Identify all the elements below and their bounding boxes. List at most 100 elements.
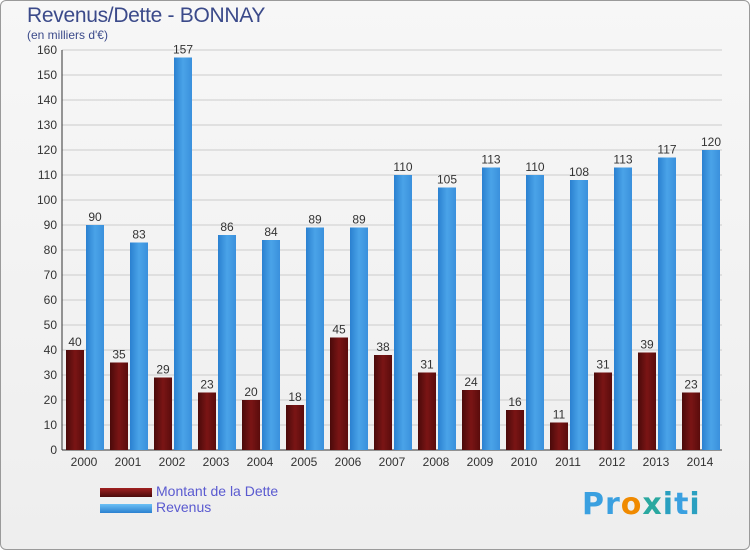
bar-debt-2002	[154, 377, 172, 450]
y-tick-label: 110	[38, 168, 57, 182]
x-tick-label-2000: 2000	[71, 455, 98, 469]
data-label-revenue-2013: 117	[657, 143, 676, 157]
data-label-debt-2009: 24	[464, 375, 478, 389]
data-label-revenue-2010: 110	[525, 160, 544, 174]
x-tick-label-2009: 2009	[467, 455, 494, 469]
x-tick-label-2011: 2011	[555, 455, 581, 469]
data-label-revenue-2005: 89	[308, 213, 322, 227]
bar-revenue-2006	[350, 227, 368, 450]
y-tick-label: 150	[37, 68, 57, 82]
data-label-debt-2008: 31	[420, 358, 434, 372]
data-label-revenue-2012: 113	[613, 153, 632, 167]
data-label-debt-2003: 23	[200, 378, 214, 392]
y-tick-label: 0	[50, 443, 57, 457]
bar-revenue-2011	[570, 180, 588, 450]
y-tick-label: 100	[37, 193, 57, 207]
x-tick-label-2004: 2004	[247, 455, 274, 469]
bar-revenue-2008	[438, 187, 456, 450]
proxiti-logo: Proxiti	[582, 487, 701, 522]
data-label-revenue-2004: 84	[264, 225, 278, 239]
bar-revenue-2013	[658, 157, 676, 450]
y-tick-label: 60	[44, 293, 58, 307]
data-label-revenue-2002: 157	[173, 43, 193, 57]
bar-debt-2008	[418, 372, 436, 450]
data-label-debt-2012: 31	[596, 358, 610, 372]
y-tick-label: 10	[44, 418, 58, 432]
data-label-debt-2013: 39	[640, 338, 654, 352]
data-label-revenue-2006: 89	[352, 213, 366, 227]
x-tick-label-2013: 2013	[643, 455, 670, 469]
x-tick-label-2005: 2005	[291, 455, 318, 469]
bar-debt-2010	[506, 410, 524, 450]
data-label-revenue-2001: 83	[132, 228, 146, 242]
y-tick-label: 130	[37, 118, 57, 132]
data-label-debt-2000: 40	[68, 335, 82, 349]
chart-title: Revenus/Dette - BONNAY	[27, 4, 266, 27]
y-tick-label: 20	[44, 393, 58, 407]
data-label-revenue-2009: 113	[481, 153, 500, 167]
y-tick-label: 30	[44, 368, 58, 382]
x-tick-label-2008: 2008	[423, 455, 450, 469]
data-label-debt-2001: 35	[112, 348, 126, 362]
bar-revenue-2005	[306, 227, 324, 450]
bar-debt-2011	[550, 422, 568, 450]
bar-revenue-2012	[614, 167, 632, 450]
chart-subtitle: (en milliers d'€)	[27, 28, 108, 42]
bar-debt-2003	[198, 392, 216, 450]
x-tick-label-2006: 2006	[335, 455, 362, 469]
data-label-revenue-2003: 86	[220, 220, 234, 234]
data-label-debt-2005: 18	[288, 390, 302, 404]
bar-revenue-2003	[218, 235, 236, 450]
data-label-debt-2014: 23	[684, 378, 698, 392]
x-tick-label-2007: 2007	[379, 455, 406, 469]
y-tick-label: 120	[37, 143, 57, 157]
data-label-debt-2010: 16	[508, 395, 522, 409]
y-tick-label: 70	[44, 268, 58, 282]
data-label-debt-2011: 11	[553, 408, 566, 422]
x-tick-label-2001: 2001	[115, 455, 142, 469]
y-tick-label: 140	[37, 93, 57, 107]
x-tick-label-2010: 2010	[511, 455, 538, 469]
data-label-debt-2006: 45	[332, 323, 346, 337]
bar-revenue-2002	[174, 57, 192, 450]
data-label-debt-2004: 20	[244, 385, 258, 399]
bar-revenue-2001	[130, 242, 148, 450]
bar-revenue-2007	[394, 175, 412, 450]
bar-revenue-2014	[702, 150, 720, 450]
y-tick-label: 160	[37, 43, 57, 57]
y-tick-label: 80	[44, 243, 58, 257]
bar-chart: 0 10 20 30 40 50 60 70 80 90 100 110 120 130 140 150 160…	[37, 43, 722, 469]
bar-debt-2006	[330, 337, 348, 450]
bar-revenue-2004	[262, 240, 280, 450]
bar-debt-2009	[462, 390, 480, 450]
bar-revenue-2010	[526, 175, 544, 450]
legend-label-debt: Montant de la Dette	[156, 483, 279, 499]
bar-debt-2000	[66, 350, 84, 450]
y-tick-label: 40	[44, 343, 58, 357]
bar-debt-2014	[682, 392, 700, 450]
y-tick-label: 90	[44, 218, 58, 232]
bar-debt-2004	[242, 400, 260, 450]
bar-debt-2005	[286, 405, 304, 450]
x-tick-label-2003: 2003	[203, 455, 230, 469]
bar-debt-2013	[638, 352, 656, 450]
data-label-revenue-2008: 105	[437, 173, 457, 187]
bar-debt-2001	[110, 362, 128, 450]
data-label-revenue-2011: 108	[569, 165, 589, 179]
legend-swatch-debt	[100, 488, 152, 497]
bar-debt-2007	[374, 355, 392, 450]
x-tick-label-2014: 2014	[687, 455, 714, 469]
bar-debt-2012	[594, 372, 612, 450]
bar-revenue-2000	[86, 225, 104, 450]
x-tick-label-2012: 2012	[599, 455, 626, 469]
data-label-debt-2002: 29	[156, 363, 170, 377]
data-label-revenue-2000: 90	[88, 210, 102, 224]
y-tick-label: 50	[44, 318, 58, 332]
x-tick-label-2002: 2002	[159, 455, 186, 469]
legend-label-revenue: Revenus	[156, 499, 212, 515]
data-label-revenue-2007: 110	[393, 160, 412, 174]
data-label-revenue-2014: 120	[701, 135, 721, 149]
data-label-debt-2007: 38	[376, 340, 390, 354]
bar-revenue-2009	[482, 167, 500, 450]
legend-swatch-revenue	[100, 504, 152, 513]
